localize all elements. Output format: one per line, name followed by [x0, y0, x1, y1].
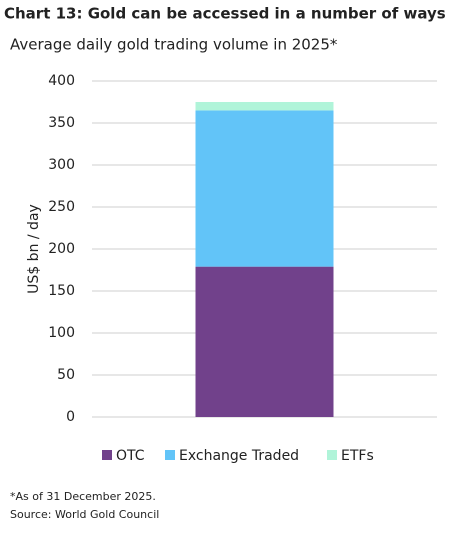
legend-swatch — [327, 450, 337, 460]
bar-segment — [195, 266, 334, 417]
chart-title: Chart 13: Gold can be accessed in a numb… — [4, 5, 446, 23]
y-tick-label: 0 — [66, 409, 75, 425]
legend-label: OTC — [116, 448, 145, 464]
legend-swatch — [165, 450, 175, 460]
y-tick-label: 100 — [48, 325, 75, 341]
legend-label: Exchange Traded — [179, 448, 299, 464]
bar-segment — [195, 110, 334, 267]
legend-label: ETFs — [341, 448, 374, 464]
y-tick-label: 200 — [48, 241, 75, 257]
footnote: *As of 31 December 2025. — [10, 490, 156, 503]
y-axis-label: US$ bn / day — [26, 204, 42, 294]
y-tick-label: 50 — [57, 367, 75, 383]
legend-swatch — [102, 450, 112, 460]
y-tick-label: 400 — [48, 73, 75, 89]
source: Source: World Gold Council — [10, 508, 159, 521]
bar-segment — [195, 102, 334, 111]
y-tick-label: 350 — [48, 115, 75, 131]
y-tick-label: 250 — [48, 199, 75, 215]
y-tick-label: 300 — [48, 157, 75, 173]
y-tick-label: 150 — [48, 283, 75, 299]
chart-subtitle: Average daily gold trading volume in 202… — [10, 36, 338, 54]
